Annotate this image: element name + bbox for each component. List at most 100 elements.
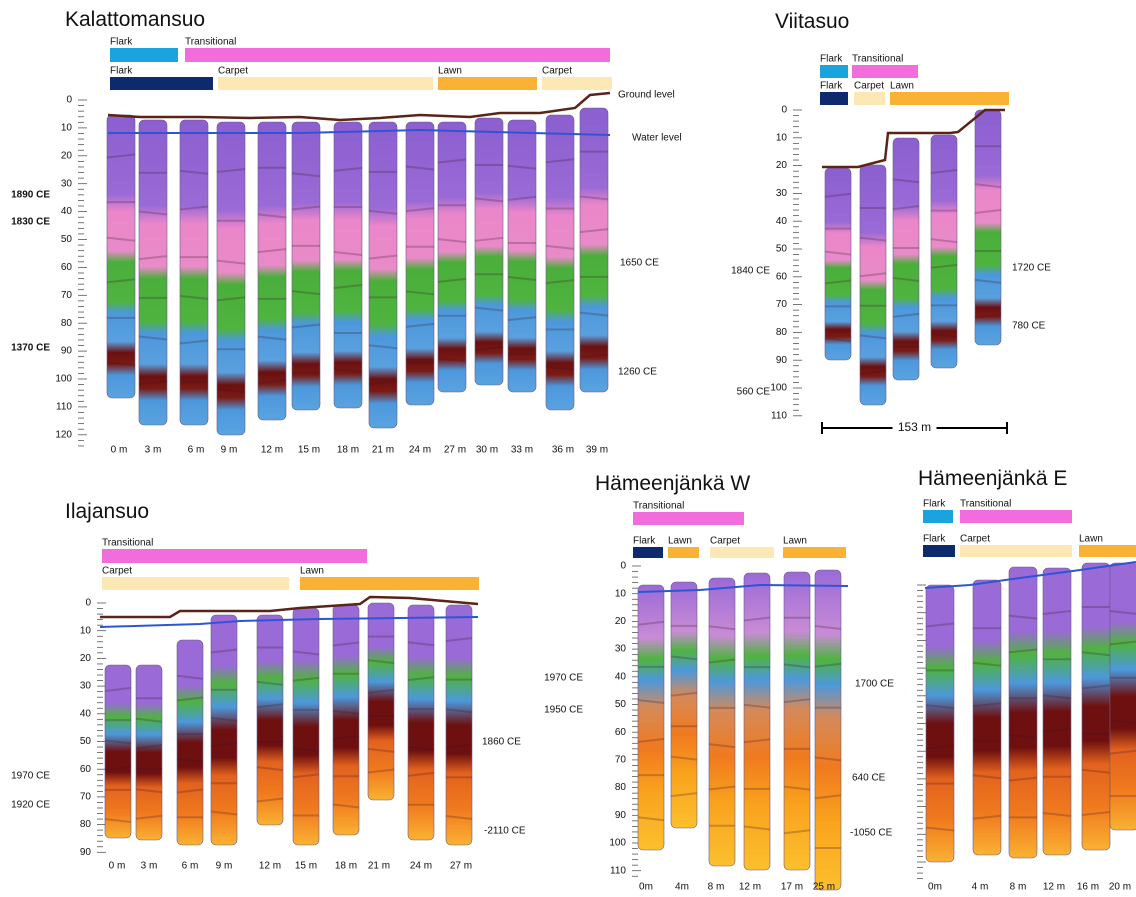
depth-label: 20 [615, 616, 627, 627]
depth-label: 50 [776, 244, 788, 255]
core-position: 3 m [145, 445, 162, 456]
habitat-label: Carpet [218, 66, 248, 77]
peat-core [475, 118, 503, 385]
habitat-bar [710, 547, 774, 558]
depth-label: 10 [80, 625, 92, 636]
depth-label: 40 [80, 708, 92, 719]
peat-core [292, 122, 320, 410]
core-position: 0 m [111, 445, 128, 456]
core-position: 36 m [552, 445, 574, 456]
panel: KalattomansuoFlarkTransitionalFlarkCarpe… [11, 8, 682, 456]
date-label: 1830 CE [11, 217, 50, 228]
depth-label: 100 [770, 383, 787, 394]
habitat-bar [890, 92, 1009, 105]
core-position: 0 m [109, 861, 126, 872]
depth-label: 20 [61, 150, 73, 161]
zone-bar [960, 510, 1072, 523]
core-position: 18 m [335, 861, 357, 872]
zone-bar [185, 48, 610, 62]
zone-bar [852, 65, 918, 78]
depth-label: 90 [80, 847, 92, 858]
peat-core [709, 578, 735, 866]
panel-title: Ilajansuo [65, 500, 149, 523]
depth-label: 120 [55, 429, 72, 440]
core-position: 3 m [141, 861, 158, 872]
core-position: 8 m [1010, 882, 1027, 893]
date-label: 1650 CE [620, 258, 659, 269]
panel-title: Kalattomansuo [65, 8, 205, 31]
zone-label: Transitional [633, 501, 684, 512]
core-position: 15 m [298, 445, 320, 456]
core-position: 15 m [295, 861, 317, 872]
core-position: 25 m [813, 882, 835, 893]
depth-label: 20 [776, 160, 788, 171]
core-position: 27 m [450, 861, 472, 872]
peat-core [334, 122, 362, 408]
depth-label: 0 [620, 561, 626, 572]
habitat-label: Carpet [960, 534, 990, 545]
core-position: 9 m [221, 445, 238, 456]
habitat-bar [633, 547, 663, 558]
zone-label: Flark [110, 37, 133, 48]
depth-label: 110 [771, 410, 787, 421]
figure: Kalattomansuo Flark Transitional Flark Carpe… [0, 0, 1136, 897]
zone-bar [820, 65, 848, 78]
core-position: 21 m [368, 861, 390, 872]
depth-label: 20 [80, 653, 92, 664]
core-position: 18 m [337, 445, 359, 456]
depth-label: 80 [615, 782, 627, 793]
habitat-bar [110, 77, 213, 90]
core-position: 17 m [781, 882, 803, 893]
date-label: 1970 CE [544, 673, 583, 684]
panel: Hämeenjänkä WTransitionalFlarkLawnCarpet… [544, 472, 894, 893]
core-position: 6 m [188, 445, 205, 456]
date-label: 1840 CE [731, 266, 770, 277]
peat-core [671, 582, 697, 828]
core-position: 4m [675, 882, 689, 893]
core-position: 24 m [410, 861, 432, 872]
depth-label: 50 [80, 736, 92, 747]
scale-label: 153 m [898, 420, 931, 434]
peat-core [333, 605, 359, 835]
depth-label: 10 [615, 588, 627, 599]
panel: Hämeenjänkä EFlarkTransitionalFlarkCarpe… [917, 467, 1136, 893]
panel: ViitasuoFlarkTransitionalFlarkCarpetLawn… [731, 10, 1051, 434]
habitat-bar [783, 547, 846, 558]
depth-label: 70 [80, 792, 92, 803]
habitat-label: Lawn [890, 81, 914, 92]
date-label: 1920 CE [11, 800, 50, 811]
habitat-bar [1079, 545, 1136, 557]
core-position: 8 m [708, 882, 725, 893]
zone-label: Flark [923, 499, 946, 510]
peat-core [815, 570, 841, 890]
panel-title: Viitasuo [775, 10, 849, 33]
depth-label: 110 [610, 865, 626, 876]
depth-label: 90 [61, 346, 73, 357]
core-position: 24 m [409, 445, 431, 456]
core-position: 12 m [1043, 882, 1065, 893]
depth-label: 60 [615, 727, 627, 738]
depth-label: 40 [61, 206, 73, 217]
habitat-label: Carpet [854, 81, 884, 92]
peat-core [180, 120, 208, 425]
core-position: 27 m [444, 445, 466, 456]
depth-label: 100 [55, 374, 72, 385]
depth-label: 30 [776, 188, 788, 199]
core-position: 39 m [586, 445, 608, 456]
depth-label: 100 [609, 838, 626, 849]
habitat-bar [668, 547, 699, 558]
peat-core [1110, 563, 1136, 830]
peat-core [893, 138, 919, 380]
core-position: 12 m [739, 882, 761, 893]
habitat-bar [960, 545, 1072, 557]
depth-label: 0 [66, 95, 72, 106]
depth-label: 50 [61, 234, 73, 245]
habitat-bar [300, 577, 479, 590]
core-position: 16 m [1077, 882, 1099, 893]
habitat-label: Lawn [300, 566, 324, 577]
date-label: 780 CE [1012, 321, 1046, 332]
habitat-label: Lawn [783, 536, 807, 547]
habitat-bar [438, 77, 537, 90]
depth-label: 90 [776, 355, 788, 366]
habitat-label: Flark [110, 66, 133, 77]
